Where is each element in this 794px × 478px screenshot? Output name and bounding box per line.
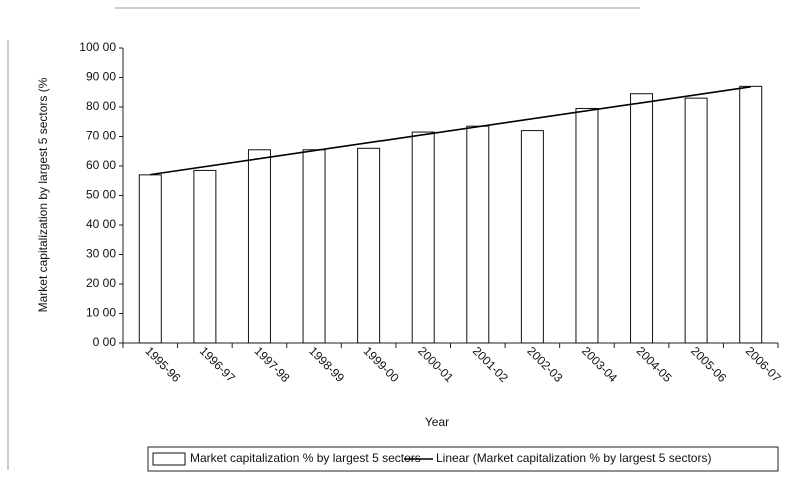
y-tick-label: 30 00 (86, 247, 116, 261)
y-tick-label: 10 00 (86, 306, 116, 320)
x-tick-label: 2002-03 (524, 344, 565, 385)
bar (630, 93, 654, 344)
y-tick-label: 20 00 (86, 276, 116, 290)
x-tick-label: 2001-02 (470, 344, 511, 385)
trend-line (150, 86, 751, 176)
bar (193, 169, 217, 344)
y-tick-label: 100 00 (79, 40, 116, 54)
bar (411, 131, 435, 344)
y-tick-label: 80 00 (86, 99, 116, 113)
bar (302, 149, 326, 344)
y-tick-label: 90 00 (86, 70, 116, 84)
y-tick-label: 0 00 (93, 335, 117, 349)
bar (466, 125, 490, 344)
x-tick-label: 2000-01 (415, 344, 456, 385)
x-tick-label: 1997-98 (252, 344, 293, 385)
legend (147, 446, 779, 472)
legend-label: Linear (Market capitalization % by large… (436, 451, 711, 465)
x-tick-label: 2004-05 (634, 344, 675, 385)
legend-label: Market capitalization % by largest 5 sec… (190, 451, 421, 465)
x-tick-label: 2003-04 (579, 344, 620, 385)
y-tick-label: 50 00 (86, 188, 116, 202)
x-tick-label: 2006-07 (743, 344, 784, 385)
bar (357, 147, 381, 344)
bar (520, 130, 544, 344)
x-tick-label: 1995-96 (142, 344, 183, 385)
x-tick-label: 1998-99 (306, 344, 347, 385)
y-tick-label: 70 00 (86, 129, 116, 143)
y-tick-label: 60 00 (86, 158, 116, 172)
bar (138, 174, 162, 344)
y-tick-label: 40 00 (86, 217, 116, 231)
x-tick-label: 1996-97 (197, 344, 238, 385)
bar (684, 97, 708, 344)
bar (575, 107, 599, 344)
bar (739, 85, 763, 344)
x-axis-title: Year (425, 415, 449, 429)
y-axis-title: Market capitalization by largest 5 secto… (36, 77, 50, 312)
bar (247, 149, 271, 344)
x-tick-label: 1999-00 (361, 344, 402, 385)
x-tick-label: 2005-06 (688, 344, 729, 385)
legend-swatch (152, 452, 186, 466)
